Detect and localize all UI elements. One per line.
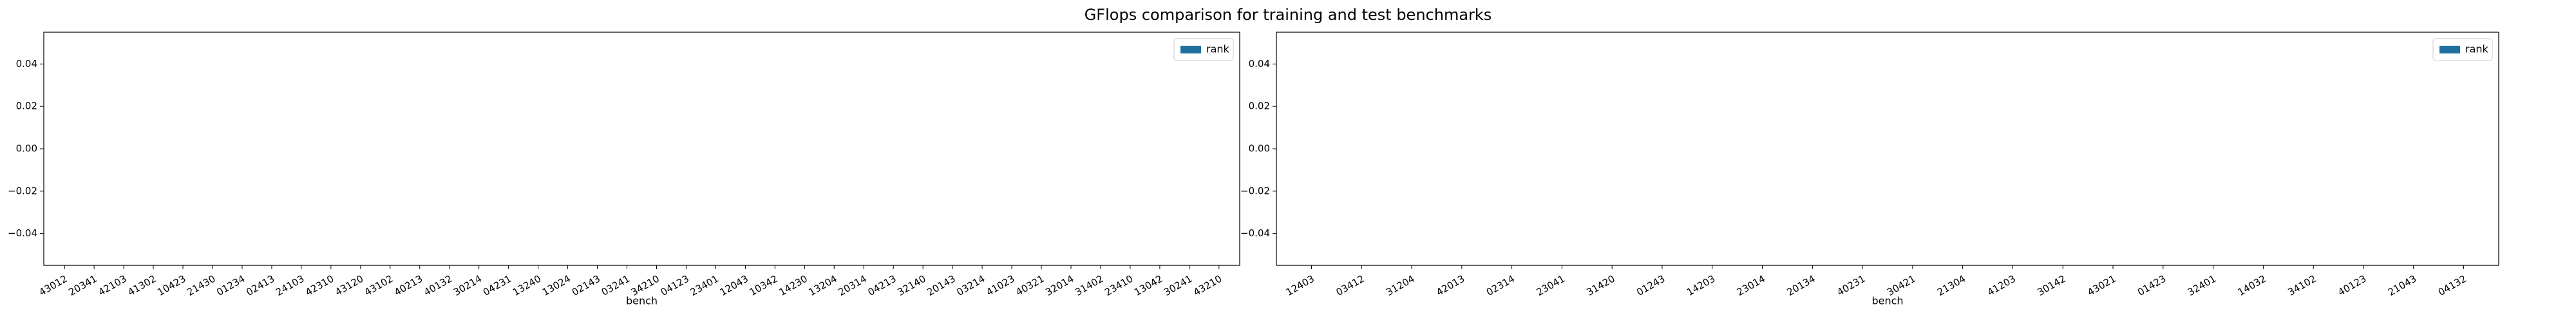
y-tick-label: 0.02 (1249, 100, 1270, 112)
y-tick-label: −0.04 (1240, 227, 1270, 239)
y-tick-label: −0.04 (8, 227, 37, 239)
legend-label: rank (1206, 43, 1230, 55)
legend-swatch (1180, 46, 1201, 53)
legend-label: rank (2465, 43, 2489, 55)
x-axis-label: bench (1871, 295, 1903, 307)
plot-frame (1276, 32, 2499, 266)
legend-swatch (2439, 46, 2460, 53)
figure-title: GFlops comparison for training and test … (1084, 6, 1492, 24)
x-axis-label: bench (626, 295, 658, 307)
legend-box (1173, 38, 1234, 61)
y-tick-label: 0.00 (16, 143, 37, 155)
plot-frame (43, 32, 1240, 266)
y-tick-label: 0.00 (1249, 143, 1270, 155)
y-tick-label: 0.04 (1249, 58, 1270, 70)
y-tick-label: 0.02 (16, 100, 37, 112)
y-tick-label: 0.04 (16, 58, 37, 70)
y-tick-label: −0.02 (1240, 185, 1270, 196)
y-tick-label: −0.02 (8, 185, 37, 196)
legend-box (2432, 38, 2493, 61)
